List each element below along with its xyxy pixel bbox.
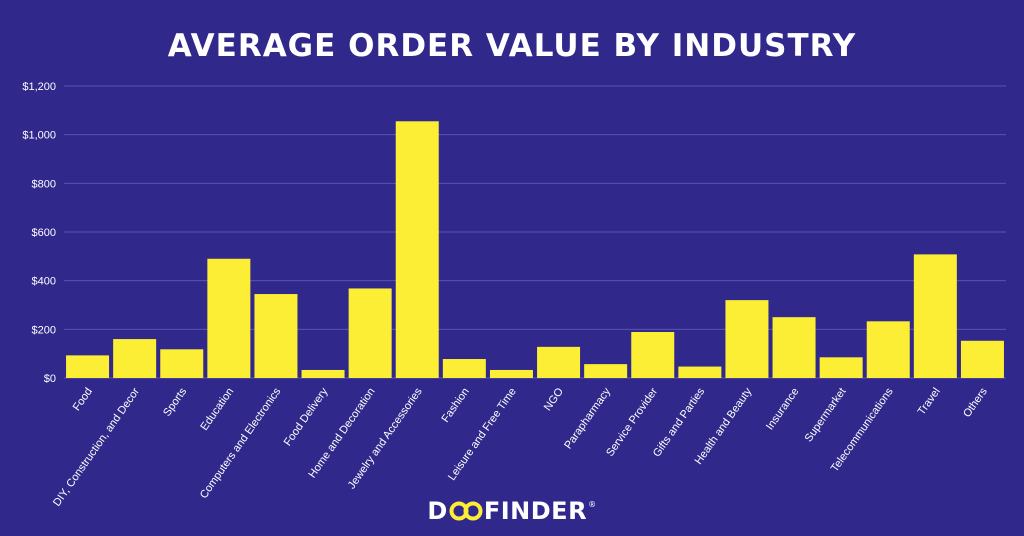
- y-tick-label: $1,200: [22, 81, 56, 93]
- bar-14: [678, 366, 722, 378]
- x-tick-label: DIY, Construction, and Decor: [51, 386, 142, 509]
- doofinder-logo: D FINDER®: [0, 497, 1024, 525]
- bar-7: [348, 288, 392, 378]
- bar-18: [866, 321, 910, 378]
- y-tick-label: $1,000: [22, 130, 56, 142]
- x-tick-label: Education: [198, 386, 236, 433]
- x-tick-label: Fashion: [440, 386, 472, 425]
- bar-1: [66, 355, 110, 378]
- bar-2: [113, 339, 157, 378]
- x-tick-label: Insurance: [764, 386, 802, 432]
- bar-5: [254, 294, 298, 378]
- x-tick-label: Sports: [161, 385, 189, 418]
- chart-title: AVERAGE ORDER VALUE BY INDUSTRY: [167, 28, 857, 64]
- bar-15: [725, 300, 769, 378]
- logo-oo-icon: [449, 501, 483, 521]
- logo-text-end: FINDER: [483, 497, 588, 525]
- x-tick-label: Computers and Electronics: [198, 385, 284, 500]
- y-tick-label: $600: [32, 227, 56, 239]
- x-tick-label: Supermarket: [803, 386, 849, 444]
- bar-17: [819, 357, 863, 378]
- bar-13: [631, 332, 675, 378]
- bar-6: [301, 369, 345, 378]
- bar-3: [160, 349, 204, 378]
- bar-12: [584, 364, 628, 378]
- y-tick-label: $200: [32, 324, 56, 336]
- bar-4: [207, 258, 251, 378]
- x-tick-label: Parapharmacy: [562, 385, 613, 451]
- bar-8: [395, 121, 439, 379]
- y-tick-label: $800: [32, 178, 56, 190]
- logo-text-start: D: [427, 497, 448, 525]
- x-tick-label: NGO: [542, 385, 566, 413]
- registered-mark: ®: [588, 500, 597, 509]
- x-tick-label: Travel: [916, 386, 943, 418]
- bar-10: [489, 369, 533, 378]
- y-tick-label: $0: [44, 373, 56, 385]
- x-tick-label: Service Provider: [604, 386, 660, 459]
- bar-16: [772, 317, 816, 378]
- bar-19: [913, 254, 957, 378]
- bar-9: [442, 359, 486, 378]
- bar-20: [960, 340, 1004, 378]
- x-tick-label: Food Delivery: [282, 385, 331, 448]
- x-tick-label: Gifts and Parties: [651, 385, 708, 459]
- x-tick-label: Others: [961, 385, 990, 419]
- y-tick-label: $400: [32, 276, 56, 288]
- bar-11: [537, 346, 581, 378]
- x-tick-label: Food: [71, 386, 95, 413]
